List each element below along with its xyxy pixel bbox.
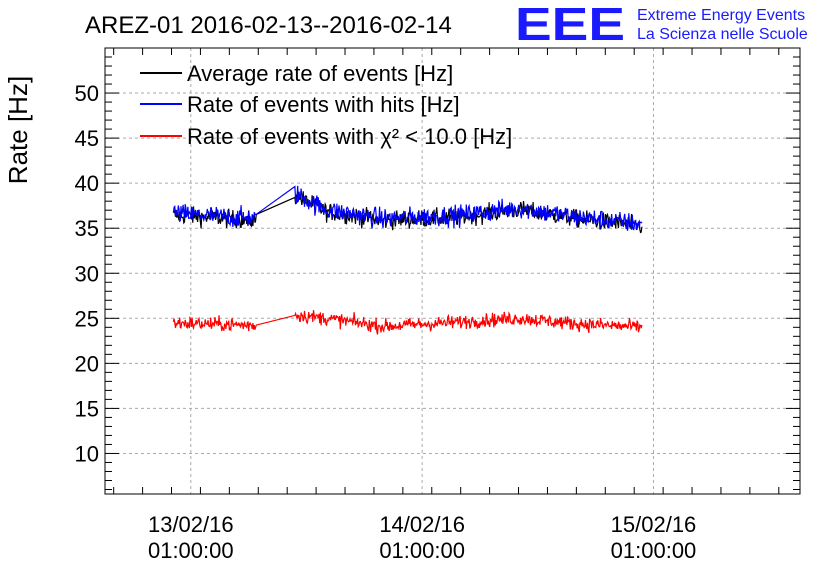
y-tick-label: 35 [75,216,99,241]
y-tick-label: 10 [75,441,99,466]
legend-label-chi2: Rate of events with χ² < 10.0 [Hz] [187,124,512,149]
axes-layer: 10152025303540455013/02/1601:00:0014/02/… [75,47,801,563]
plot-frame [104,47,801,495]
x-tick-label-time: 01:00:00 [611,538,697,563]
y-tick-label: 20 [75,351,99,376]
y-tick-label: 30 [75,261,99,286]
data-layer [172,185,643,335]
y-tick-label: 40 [75,171,99,196]
x-tick-label-date: 13/02/16 [148,512,234,537]
series-line-chi2 [172,310,643,335]
eee-logo-line1: Extreme Energy Events [637,7,805,24]
series-line-hits [172,185,643,231]
eee-logo-line2: La Scienza nelle Scuole [637,26,808,43]
eee-logo-letters: EEE [515,0,625,50]
chart-title: AREZ-01 2016-02-13--2016-02-14 [85,12,452,39]
y-tick-label: 15 [75,396,99,421]
x-tick-label-date: 15/02/16 [611,512,697,537]
x-tick-label-time: 01:00:00 [148,538,234,563]
y-tick-label: 50 [75,81,99,106]
legend: Average rate of events [Hz] Rate of even… [140,61,512,149]
legend-label-hits: Rate of events with hits [Hz] [187,92,460,117]
y-axis-label: Rate [Hz] [3,76,33,184]
grid-layer [105,48,800,494]
eee-logo: EEE Extreme Energy Events La Scienza nel… [515,0,808,50]
y-tick-label: 25 [75,306,99,331]
x-tick-label-date: 14/02/16 [379,512,465,537]
x-tick-label-time: 01:00:00 [379,538,465,563]
y-tick-label: 45 [75,126,99,151]
legend-label-average: Average rate of events [Hz] [187,61,453,86]
